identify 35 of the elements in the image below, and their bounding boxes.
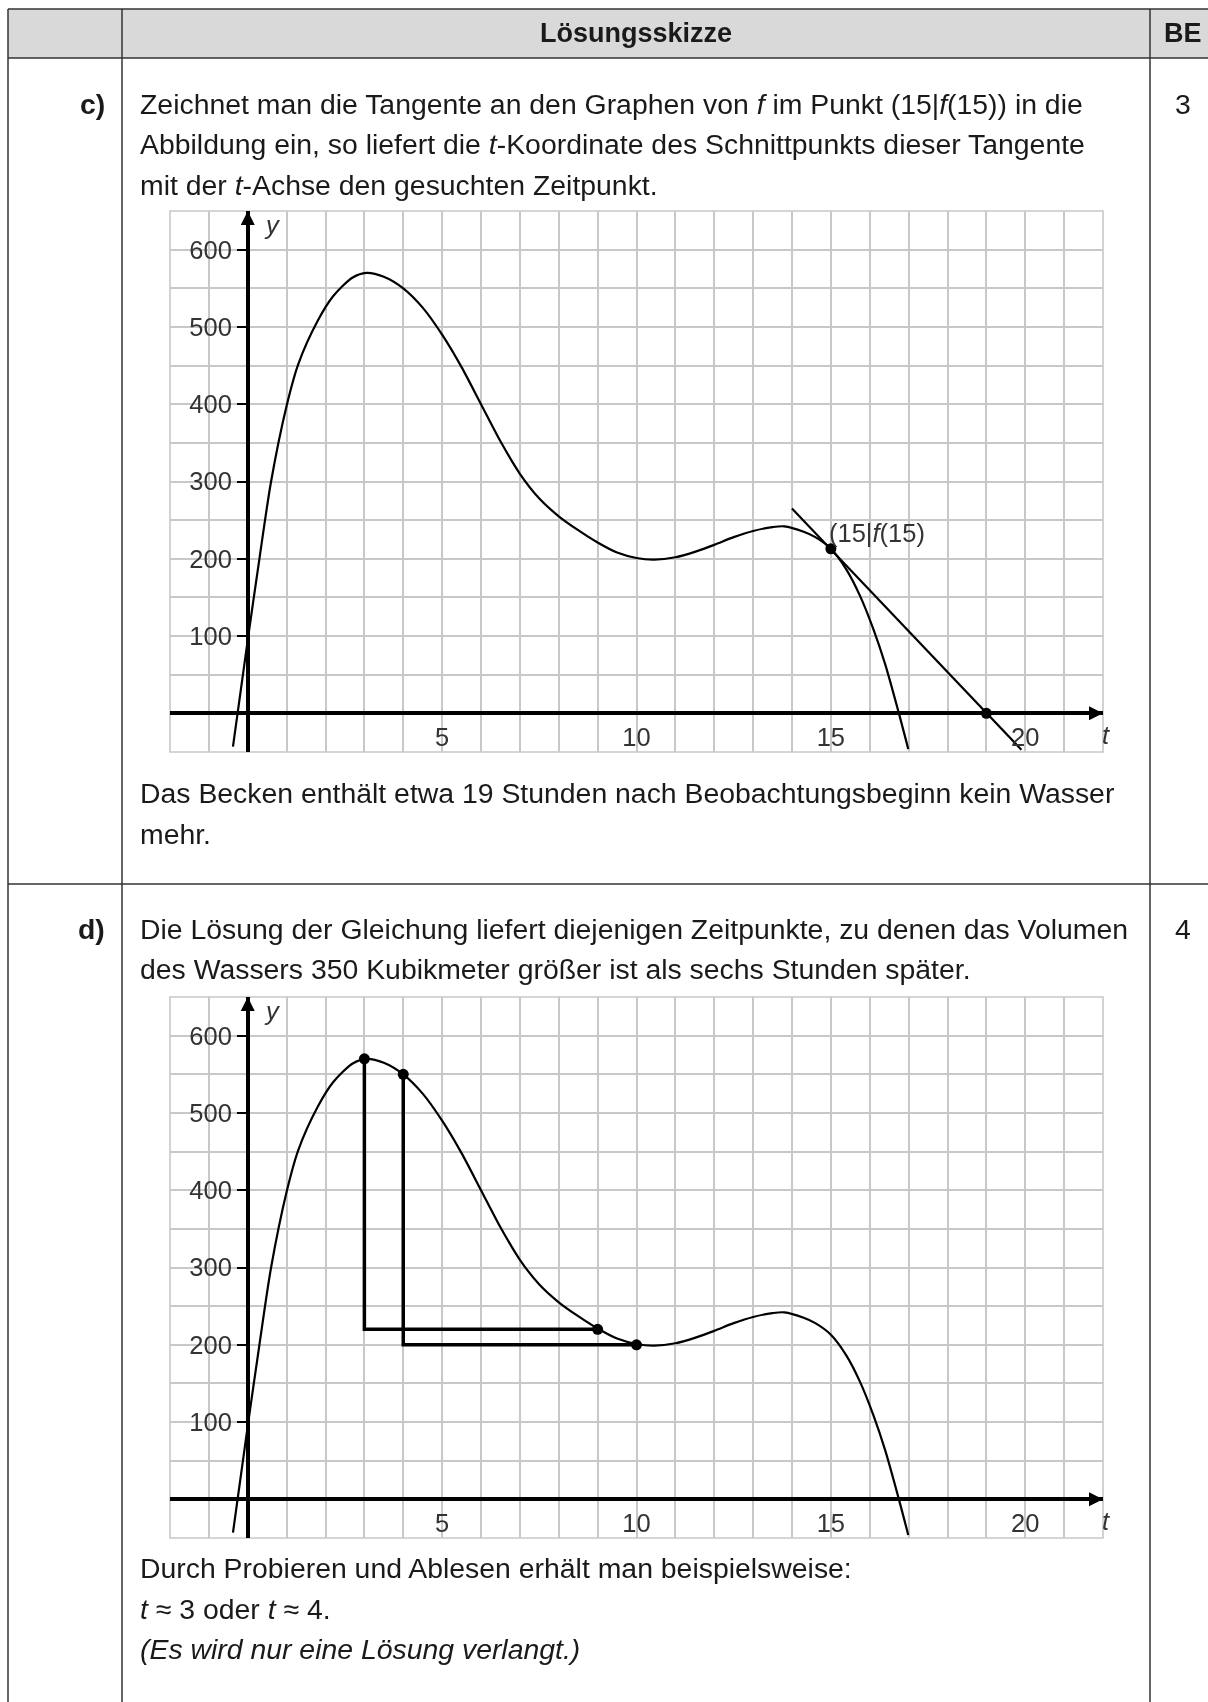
x-tick-label: 10 (622, 722, 651, 751)
x-axis-title: t (1102, 1507, 1110, 1535)
y-tick-label: 200 (189, 544, 232, 573)
x-axis-title: t (1102, 721, 1110, 749)
y-tick-label: 300 (189, 467, 232, 496)
text: Lösungsskizze (540, 18, 733, 48)
chart-title: Zeichnet man die Tangente an den Graphen von f im Punkt (15|f(15)) in die Abbildung ein, so liefert die t-Koordinate des Schnittpunkts dieser Tangente mit der t-Achse den gesuchten Zeitpunkt. (140, 88, 1085, 201)
y-tick-label: 600 (189, 1021, 232, 1050)
x-tick-label: 15 (816, 722, 846, 751)
y-tick-label: 100 (189, 1407, 232, 1436)
y-tick-label: 100 (189, 621, 232, 650)
text: d) (78, 913, 105, 945)
y-tick-label: 500 (189, 1098, 232, 1127)
y-axis-title: y (264, 997, 281, 1025)
text: Durch Probieren und Ablesen erhält man beispielsweise: t ≈ 3 oder t ≈ 4. (Es wird nur eine Lösung verlangt.) (140, 1552, 852, 1665)
y-tick-label: 600 (189, 235, 232, 264)
x-tick-label: 20 (1011, 722, 1040, 751)
x-tick-label: 5 (435, 1508, 450, 1537)
text: c) (80, 88, 106, 120)
x-tick-label: 5 (435, 722, 450, 751)
x-tick-label: 20 (1011, 1508, 1040, 1537)
x-tick-label: 15 (816, 1508, 846, 1537)
annotation: (15|f(15) (829, 519, 925, 547)
text: Das Becken enthält etwa 19 Stunden nach Beobachtungsbeginn kein Wasser mehr. (140, 777, 1115, 850)
y-tick-label: 200 (189, 1330, 232, 1359)
y-axis-title: y (264, 211, 281, 239)
text: 3 (1175, 88, 1191, 120)
y-tick-label: 400 (189, 390, 232, 419)
x-tick-label: 10 (622, 1508, 651, 1537)
chart-title: Die Lösung der Gleichung liefert diejenigen Zeitpunkte, zu denen das Volumen des Wassers 350 Kubikmeter größer ist als sechs Stunden später. (140, 913, 1129, 985)
y-tick-label: 300 (189, 1253, 232, 1282)
text: BE (1164, 18, 1202, 48)
text: 4 (1175, 913, 1191, 945)
y-tick-label: 400 (189, 1176, 232, 1205)
y-tick-label: 500 (189, 312, 232, 341)
